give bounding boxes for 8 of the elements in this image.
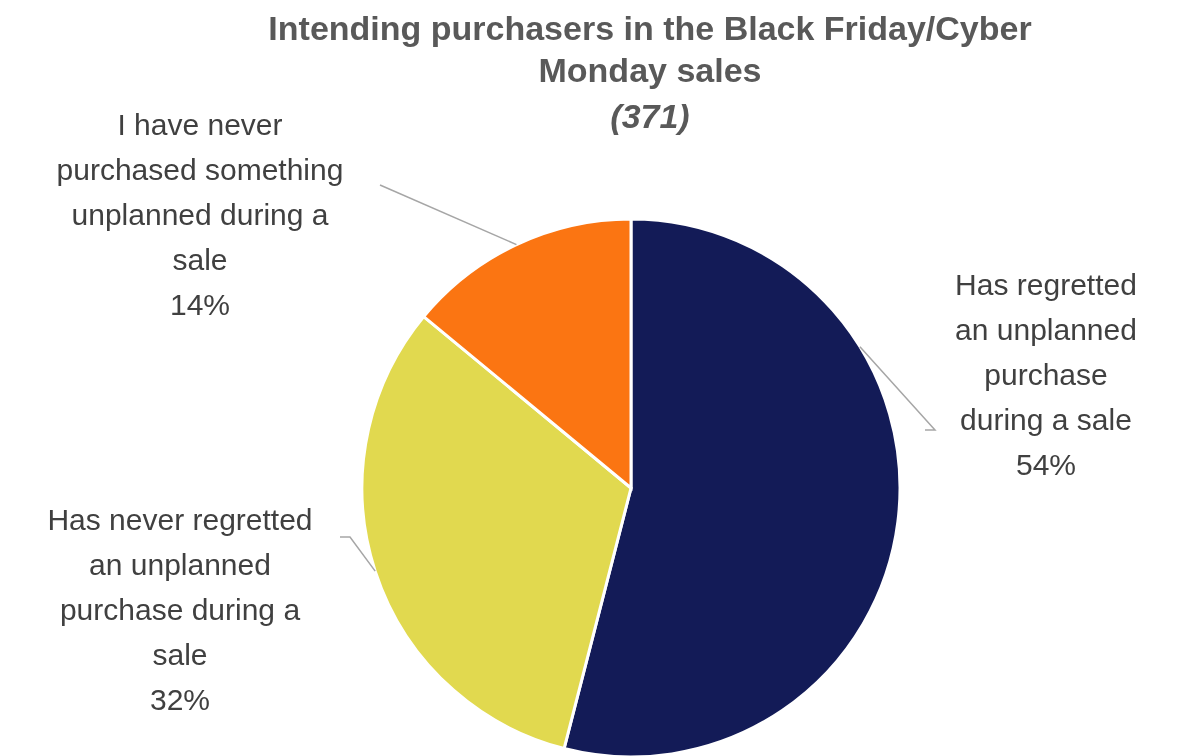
data-label: 54% [1015,448,1077,481]
chart-title: Intending purchasers in the Black Friday/Cyber Monday sales [268,9,1032,89]
slice-label: I have never purchased something unplanned during a sale [56,108,344,276]
slice-label: Has regretted an unplanned purchase during a sale [955,268,1137,436]
data-label: 32% [149,683,211,716]
data-label: 14% [169,288,231,321]
slice-label: Has never regretted an unplanned purchase during a sale [47,503,313,671]
chart-subtitle: (371) [610,97,690,135]
